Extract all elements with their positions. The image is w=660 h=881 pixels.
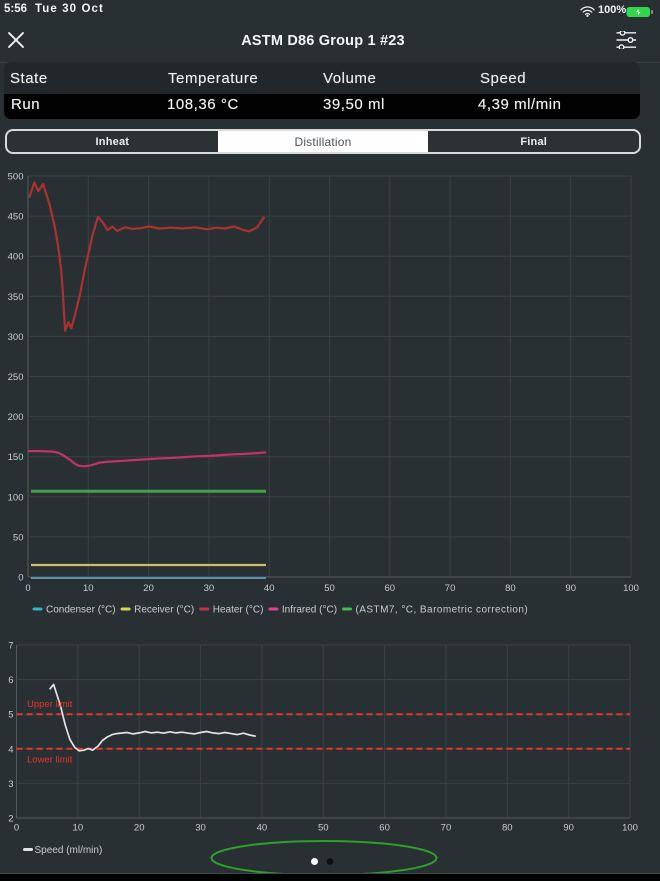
svg-text:Speed (ml/min): Speed (ml/min): [35, 845, 103, 856]
svg-text:(ASTM7, °C, Barometric correct: (ASTM7, °C, Barometric correction): [356, 605, 529, 616]
svg-text:2: 2: [8, 814, 13, 825]
svg-text:100: 100: [623, 583, 639, 594]
svg-text:Upper limit: Upper limit: [27, 699, 73, 710]
svg-text:400: 400: [8, 252, 24, 263]
svg-text:90: 90: [565, 583, 576, 594]
svg-text:30: 30: [195, 823, 206, 834]
svg-text:4: 4: [8, 744, 13, 755]
svg-text:3: 3: [8, 779, 13, 790]
svg-text:Infrared (°C): Infrared (°C): [282, 605, 337, 616]
svg-text:70: 70: [445, 583, 456, 594]
svg-text:0: 0: [18, 573, 23, 584]
svg-text:350: 350: [8, 292, 24, 303]
svg-text:250: 250: [8, 372, 24, 383]
svg-text:300: 300: [8, 332, 24, 343]
svg-text:Lower limit: Lower limit: [27, 755, 73, 766]
svg-text:5: 5: [8, 710, 13, 721]
svg-text:100: 100: [622, 823, 638, 834]
svg-text:6: 6: [8, 675, 13, 686]
svg-text:50: 50: [13, 532, 24, 543]
svg-text:50: 50: [324, 583, 335, 594]
svg-text:40: 40: [257, 823, 268, 834]
svg-text:20: 20: [134, 823, 145, 834]
svg-text:80: 80: [505, 583, 516, 594]
svg-text:30: 30: [204, 583, 215, 594]
svg-text:7: 7: [8, 641, 13, 652]
svg-text:90: 90: [563, 823, 574, 834]
svg-text:60: 60: [385, 583, 396, 594]
svg-text:Condenser (°C): Condenser (°C): [46, 605, 116, 616]
svg-text:60: 60: [379, 823, 390, 834]
svg-text:40: 40: [264, 583, 275, 594]
svg-text:10: 10: [83, 583, 94, 594]
svg-text:Receiver (°C): Receiver (°C): [134, 605, 194, 616]
svg-text:50: 50: [318, 823, 329, 834]
svg-text:100: 100: [8, 492, 24, 503]
svg-text:20: 20: [143, 583, 154, 594]
svg-text:450: 450: [8, 212, 24, 223]
svg-text:Heater (°C): Heater (°C): [213, 605, 264, 616]
svg-text:150: 150: [8, 452, 24, 463]
svg-text:500: 500: [8, 172, 24, 183]
svg-text:0: 0: [14, 823, 19, 834]
svg-text:80: 80: [502, 823, 513, 834]
svg-text:10: 10: [73, 823, 84, 834]
svg-text:0: 0: [25, 583, 30, 594]
svg-text:200: 200: [8, 412, 24, 423]
svg-text:70: 70: [441, 823, 452, 834]
